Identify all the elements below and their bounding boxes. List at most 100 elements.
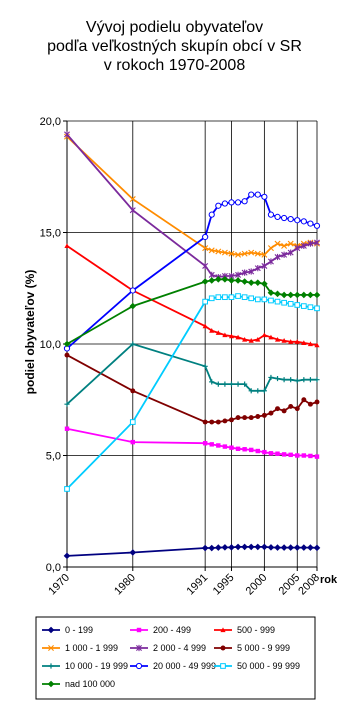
legend-item: 5 000 - 9 999 (214, 643, 290, 653)
data-point-marker (228, 199, 235, 206)
data-point-marker (307, 304, 314, 311)
data-point-marker (267, 544, 275, 551)
legend-item: 1 000 - 1 999 (42, 643, 118, 653)
data-point-marker (261, 193, 268, 200)
data-point-marker (314, 239, 320, 246)
legend-label: 2 000 - 4 999 (153, 643, 206, 653)
data-point-marker (268, 334, 274, 340)
data-point-marker (201, 278, 209, 285)
data-point-marker (275, 451, 280, 456)
data-point-marker (281, 408, 287, 414)
data-point-marker (208, 247, 215, 254)
data-point-marker (287, 216, 294, 223)
x-axis-unit: rok (320, 574, 338, 586)
data-point-marker (274, 544, 281, 551)
legend-label: 10 000 - 19 999 (65, 661, 128, 671)
series-group-4 (64, 131, 320, 281)
data-point-marker (129, 302, 137, 310)
data-point-marker (228, 381, 235, 387)
data-point-marker (267, 245, 274, 252)
data-point-marker (221, 200, 228, 207)
data-point-marker (215, 330, 221, 335)
data-point-marker (261, 262, 268, 270)
data-point-marker (64, 131, 70, 138)
data-point-marker (281, 338, 287, 343)
legend-item: 50 000 - 99 999 (214, 661, 300, 671)
data-point-marker (314, 399, 320, 405)
legend-label: nad 100 000 (65, 679, 115, 689)
data-point-marker (235, 293, 241, 299)
data-point-marker (301, 397, 307, 403)
data-point-marker (248, 338, 254, 343)
data-point-marker (261, 251, 268, 258)
data-point-marker (288, 452, 293, 458)
legend-item: 10 000 - 19 999 (42, 661, 128, 671)
data-point-marker (130, 388, 136, 394)
x-tick-label: 1995 (211, 572, 237, 598)
data-point-marker (222, 418, 228, 424)
data-point-marker (242, 415, 248, 421)
legend-item: 2 000 - 4 999 (130, 643, 206, 653)
data-point-marker (209, 419, 215, 425)
data-point-marker (248, 268, 255, 275)
data-point-marker (209, 328, 215, 333)
series-line (66, 295, 318, 490)
data-point-marker (220, 627, 226, 633)
data-point-marker (201, 544, 209, 552)
data-point-marker (293, 544, 301, 551)
data-point-marker (208, 544, 216, 552)
data-point-marker (202, 363, 208, 369)
data-point-marker (129, 549, 137, 556)
data-point-marker (295, 453, 300, 458)
data-point-marker (313, 544, 321, 552)
data-point-marker (300, 218, 307, 225)
y-tick-label: 0,0 (46, 562, 61, 574)
data-point-marker (64, 243, 70, 248)
data-point-marker (242, 336, 248, 342)
series-group-1 (64, 426, 320, 459)
data-point-marker (202, 262, 209, 270)
data-point-marker (241, 543, 248, 551)
data-point-marker (202, 298, 208, 305)
data-point-marker (129, 196, 136, 203)
x-tick-label: 1980 (112, 572, 138, 598)
y-tick-label: 5,0 (46, 451, 61, 463)
data-point-marker (208, 211, 215, 218)
data-point-marker (301, 303, 307, 309)
data-point-marker (235, 251, 242, 258)
data-point-marker (241, 278, 248, 285)
data-point-marker (294, 302, 301, 308)
data-point-marker (235, 271, 242, 278)
series-group-2 (64, 243, 320, 348)
data-point-marker (307, 220, 314, 227)
data-point-marker (248, 249, 255, 256)
data-point-marker (228, 277, 235, 284)
data-point-marker (300, 242, 307, 249)
data-point-marker (229, 445, 234, 450)
data-point-marker (294, 378, 300, 384)
data-point-marker (248, 388, 254, 394)
data-point-marker (281, 251, 288, 258)
series-line (66, 245, 318, 346)
data-point-marker (215, 544, 222, 551)
data-point-marker (288, 377, 294, 383)
data-point-marker (307, 544, 314, 551)
data-point-marker (274, 240, 281, 247)
data-point-marker (242, 447, 247, 452)
series-line (66, 354, 318, 423)
data-point-marker (274, 336, 281, 342)
legend-label: 0 - 199 (65, 625, 93, 635)
data-point-marker (228, 333, 235, 339)
data-point-marker (301, 377, 307, 383)
data-point-marker (288, 339, 294, 344)
data-point-marker (255, 414, 261, 419)
series-group-0 (63, 543, 321, 560)
data-point-marker (208, 277, 216, 284)
data-point-marker (288, 403, 294, 409)
legend-item: 200 - 499 (130, 625, 191, 635)
data-point-marker (307, 291, 314, 299)
data-point-marker (274, 298, 281, 305)
data-point-marker (287, 544, 294, 551)
data-point-marker (261, 296, 268, 303)
